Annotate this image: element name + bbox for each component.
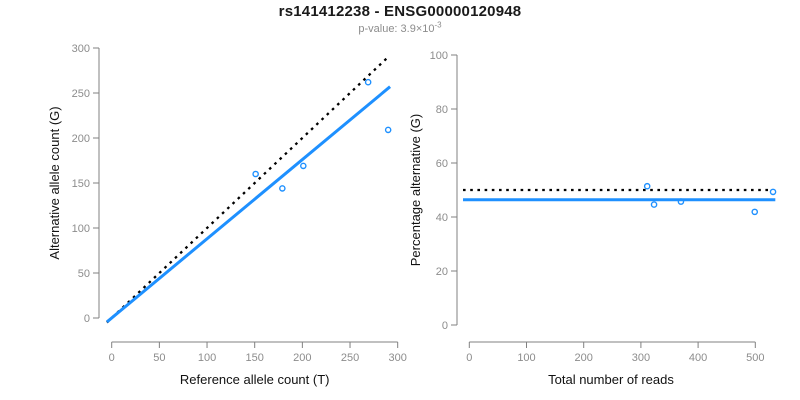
pvalue-exponent: -3 <box>434 20 442 30</box>
data-point <box>364 78 372 86</box>
y-tick-label: 0 <box>84 313 90 325</box>
x-axis: 0 100 200 300 400 500 <box>466 341 764 364</box>
y-tick-label: 60 <box>436 158 448 170</box>
x-tick-label: 0 <box>466 352 472 364</box>
data-point <box>252 170 259 178</box>
y-axis: 0 50 100 150 200 250 300 <box>72 43 100 325</box>
y-tick-label: 0 <box>442 320 448 332</box>
percentage-vs-reads-panel: 0 20 40 60 80 100 0 100 200 300 400 500 Total number… <box>408 50 777 387</box>
y-tick-label: 250 <box>72 88 90 100</box>
plot-subtitle: p-value: 3.9×10-3 <box>0 20 800 35</box>
x-axis: 0 50 100 150 200 250 300 <box>109 341 407 364</box>
fit-line <box>105 85 392 324</box>
x-tick-label: 150 <box>246 352 264 364</box>
plot-title: rs141412238 - ENSG00000120948 <box>278 3 522 20</box>
y-axis: 0 20 40 60 80 100 <box>430 50 458 332</box>
x-tick-label: 100 <box>517 352 535 364</box>
x-tick-label: 400 <box>689 352 707 364</box>
x-tick-label: 300 <box>389 352 407 364</box>
x-axis-title: Reference allele count (T) <box>180 372 330 387</box>
y-tick-label: 40 <box>436 212 448 224</box>
x-tick-label: 200 <box>293 352 311 364</box>
y-axis-title: Percentage alternative (G) <box>408 114 423 266</box>
y-tick-label: 20 <box>436 266 448 278</box>
x-tick-label: 250 <box>341 352 359 364</box>
identity-line <box>106 56 389 324</box>
data-point <box>300 162 307 170</box>
data-points <box>643 182 777 216</box>
y-tick-label: 300 <box>72 43 90 55</box>
y-tick-label: 50 <box>78 268 90 280</box>
data-point <box>384 126 392 134</box>
data-point <box>650 201 658 208</box>
data-point <box>677 198 685 205</box>
data-point <box>751 208 759 216</box>
y-axis-title: Alternative allele count (G) <box>47 106 62 259</box>
y-tick-label: 80 <box>436 104 448 116</box>
data-point <box>279 185 286 192</box>
y-tick-label: 100 <box>430 50 448 62</box>
x-tick-label: 0 <box>109 352 115 364</box>
x-axis-title: Total number of reads <box>548 372 674 387</box>
x-tick-label: 50 <box>153 352 165 364</box>
data-points <box>252 78 392 192</box>
x-tick-label: 300 <box>632 352 650 364</box>
data-point <box>769 188 777 196</box>
data-point <box>643 182 651 190</box>
x-tick-label: 500 <box>746 352 764 364</box>
x-tick-label: 100 <box>198 352 216 364</box>
pvalue-text: p-value: 3.9×10 <box>358 23 435 35</box>
y-tick-label: 150 <box>72 178 90 190</box>
y-tick-label: 200 <box>72 133 90 145</box>
y-tick-label: 100 <box>72 223 90 235</box>
x-tick-label: 200 <box>575 352 593 364</box>
allele-counts-panel: 0 50 100 150 200 250 300 0 50 100 150 200 250 300 Refe… <box>47 43 407 387</box>
